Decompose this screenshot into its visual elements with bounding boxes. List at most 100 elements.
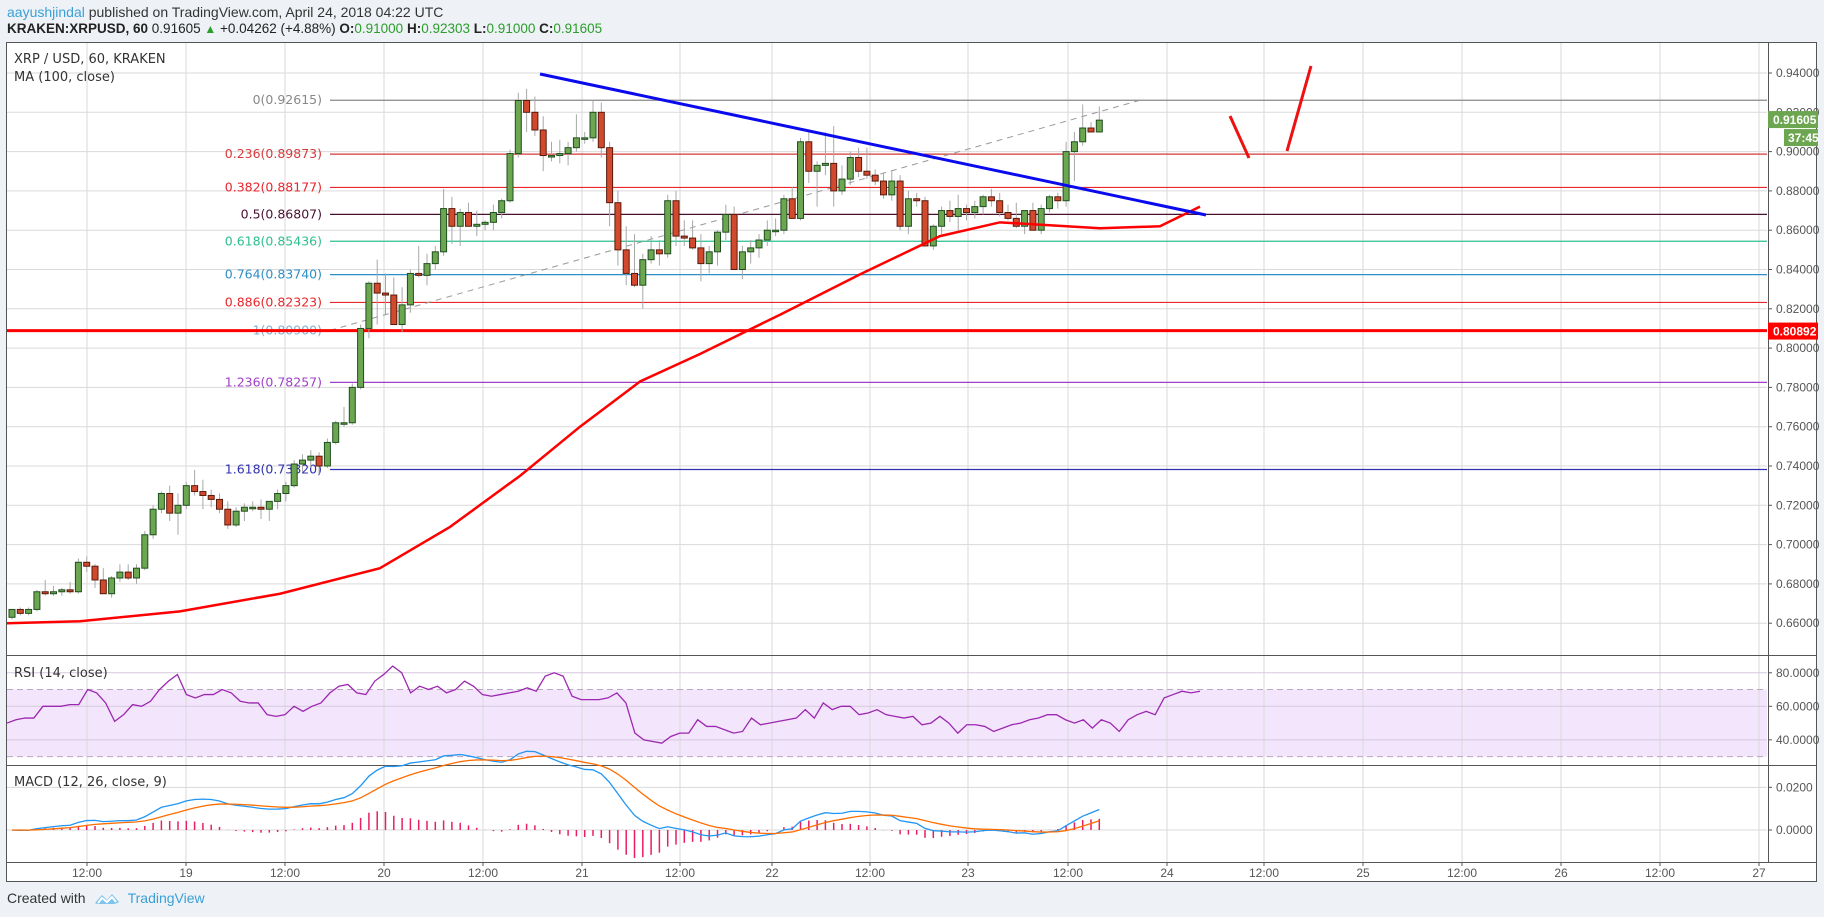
tradingview-link[interactable]: TradingView	[127, 890, 205, 906]
time-axis-label: 12:00	[72, 866, 102, 880]
rsi-axis-label: 80.0000	[1776, 666, 1820, 680]
candle	[149, 508, 157, 536]
candle	[415, 272, 423, 276]
candle	[680, 235, 688, 239]
candle	[74, 561, 82, 593]
candle	[805, 141, 813, 172]
time-axis-label: 12:00	[1447, 866, 1477, 880]
candle	[987, 196, 995, 202]
symbol-info-bar: KRAKEN:XRPUSD, 60 0.91605 ▲ +0.04262 (+4…	[7, 21, 602, 36]
support-price-badge	[1768, 322, 1818, 340]
candle	[398, 304, 406, 326]
last-price-badge-text: 0.91605	[1773, 113, 1817, 127]
candle	[913, 198, 921, 202]
time-axis-label: 21	[575, 866, 589, 880]
candle	[1070, 141, 1078, 153]
candle	[929, 225, 937, 247]
fib-level-label: 1.618(0.73820)	[225, 462, 322, 477]
candle	[763, 229, 771, 241]
author-link[interactable]: aayushjindal	[7, 4, 85, 20]
candle	[66, 589, 74, 593]
price-axis-label: 0.76000	[1776, 420, 1820, 434]
red-projection-stroke	[1285, 65, 1313, 152]
candle	[83, 561, 91, 567]
candle	[373, 282, 381, 294]
time-axis-label: 12:00	[1645, 866, 1675, 880]
macd-legend: MACD (12, 26, close, 9)	[14, 775, 167, 790]
chart-legend-title: XRP / USD, 60, KRAKEN	[14, 52, 166, 67]
candle	[431, 251, 439, 265]
high-label: H:	[406, 21, 422, 36]
price-axis-label: 0.78000	[1776, 380, 1820, 394]
candle	[299, 459, 306, 465]
candle	[41, 591, 49, 595]
candle	[797, 141, 804, 219]
candle	[224, 508, 232, 526]
candle	[838, 178, 846, 192]
price-axis-label: 0.90000	[1776, 145, 1820, 159]
macd-axis-label: 0.0000	[1776, 823, 1813, 837]
candle	[8, 608, 16, 618]
open-value: 0.91000	[354, 21, 404, 36]
candle	[232, 510, 240, 526]
candle	[531, 111, 539, 131]
time-axis-label: 12:00	[468, 866, 498, 880]
candle	[1046, 196, 1053, 210]
candle	[846, 156, 854, 180]
red-projection-stroke	[1228, 115, 1251, 159]
candle	[157, 493, 165, 510]
candle	[514, 100, 522, 155]
candle	[689, 237, 697, 249]
candle	[730, 213, 738, 270]
last-price-badge	[1768, 111, 1818, 129]
candle	[938, 210, 946, 227]
price-axis-label: 0.74000	[1776, 459, 1820, 473]
price-axis-label: 0.88000	[1776, 184, 1820, 198]
rsi-axis-label: 60.0000	[1776, 699, 1820, 713]
fib-level-label: 0.886(0.82323)	[225, 294, 322, 309]
candle	[207, 494, 215, 500]
candle	[722, 213, 730, 233]
footer: Created with TradingView	[7, 890, 205, 906]
candle	[896, 180, 904, 227]
descending-trendline	[539, 72, 1207, 217]
candle	[1004, 212, 1012, 219]
candle	[548, 155, 555, 158]
candle	[406, 272, 414, 306]
candle	[290, 463, 298, 487]
candle	[622, 249, 630, 274]
candle	[714, 231, 721, 253]
macd-line	[11, 750, 1100, 838]
publish-info: aayushjindal published on TradingView.co…	[7, 4, 443, 20]
candle	[631, 272, 638, 286]
fib-level-label: 0.382(0.88177)	[225, 179, 322, 194]
symbol-label: KRAKEN:XRPUSD, 60	[7, 21, 149, 36]
candle	[655, 249, 663, 255]
candle	[1021, 210, 1029, 227]
candle	[1037, 208, 1045, 231]
candle	[91, 565, 99, 581]
candle	[971, 206, 979, 214]
candle	[855, 156, 863, 172]
time-axis-label: 12:00	[270, 866, 300, 880]
close-value: 0.91605	[553, 21, 603, 36]
macd-axis-label: 0.0200	[1776, 780, 1813, 794]
candle	[265, 500, 273, 510]
candle	[523, 100, 531, 113]
time-axis-label: 12:00	[1249, 866, 1279, 880]
candle	[423, 263, 431, 276]
candle	[315, 455, 323, 467]
candle	[448, 208, 456, 227]
time-axis-label: 19	[179, 866, 193, 880]
candle	[348, 386, 356, 424]
candle	[365, 282, 373, 329]
close-label: C:	[539, 21, 554, 36]
candle	[382, 292, 389, 296]
candle	[323, 441, 331, 467]
price-axis-label: 0.68000	[1776, 577, 1820, 591]
candle	[606, 147, 614, 204]
candle	[481, 221, 489, 225]
candle	[639, 259, 647, 286]
rsi-band	[7, 689, 1767, 757]
